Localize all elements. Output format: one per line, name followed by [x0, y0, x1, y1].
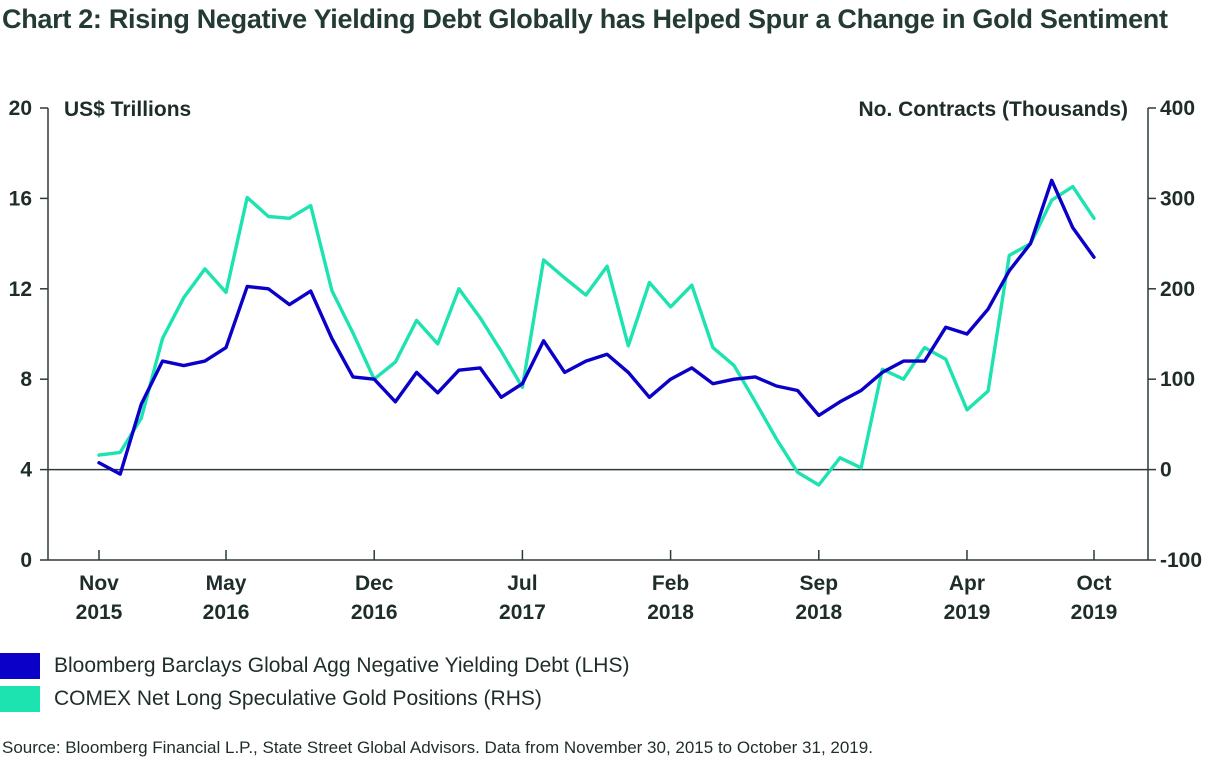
right-axis-title: No. Contracts (Thousands) [858, 98, 1128, 121]
x-tick-label-month: Dec [355, 572, 394, 595]
x-tick-label-month: Nov [79, 572, 119, 595]
right-tick-label: 0 [1160, 459, 1172, 482]
x-tick-label-year: 2018 [647, 601, 694, 624]
x-tick-label-month: May [206, 572, 247, 595]
legend-label: COMEX Net Long Speculative Gold Position… [54, 687, 542, 710]
left-axis-title: US$ Trillions [64, 98, 191, 121]
right-tick-label: 400 [1160, 97, 1195, 120]
chart-title: Chart 2: Rising Negative Yielding Debt G… [2, 4, 1168, 34]
left-tick-label: 8 [20, 368, 32, 391]
right-tick-label: -100 [1160, 549, 1202, 572]
x-tick-label-year: 2016 [351, 601, 398, 624]
x-tick-label-year: 2017 [499, 601, 546, 624]
x-tick-label-month: Sep [800, 572, 839, 595]
legend-swatch-green [0, 686, 40, 712]
legend-item-negative-yielding-debt: Bloomberg Barclays Global Agg Negative Y… [0, 651, 629, 681]
x-tick-label-year: 2019 [944, 601, 991, 624]
right-tick-label: 300 [1160, 187, 1195, 210]
right-tick-label: 100 [1160, 368, 1195, 391]
x-tick-label-year: 2019 [1071, 601, 1118, 624]
left-tick-label: 12 [9, 278, 32, 301]
x-tick-label-month: Oct [1076, 572, 1111, 595]
left-tick-label: 20 [9, 97, 32, 120]
left-tick-label: 16 [9, 187, 32, 210]
right-tick-label: 200 [1160, 278, 1195, 301]
chart-plot: 0 4 8 12 16 20 -100 0 100 200 300 400 US$ Trillions N… [9, 97, 1202, 624]
legend-label: Bloomberg Barclays Global Agg Negative Y… [54, 654, 630, 677]
left-tick-label: 0 [20, 549, 32, 572]
x-tick-label-month: Feb [652, 572, 689, 595]
series-line-negative-yielding-debt [97, 178, 1096, 476]
left-tick-label: 4 [20, 459, 32, 482]
legend-swatch-blue [0, 653, 40, 679]
legend-item-comex-gold: COMEX Net Long Speculative Gold Position… [0, 684, 542, 714]
x-tick-label-year: 2018 [795, 601, 842, 624]
x-tick-label-year: 2015 [76, 601, 123, 624]
x-tick-label-month: Apr [949, 572, 985, 595]
x-tick-label-month: Jul [507, 572, 537, 595]
source-note: Source: Bloomberg Financial L.P., State … [2, 738, 873, 757]
x-tick-label-year: 2016 [203, 601, 250, 624]
series-line-comex-gold [97, 184, 1096, 487]
